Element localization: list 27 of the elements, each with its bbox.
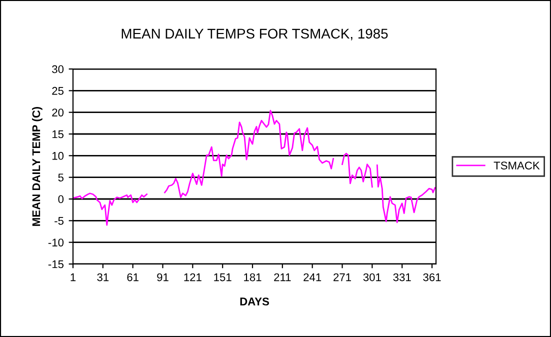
y-tick-label: -15 <box>48 260 64 268</box>
x-tick-label: 61 <box>127 273 138 282</box>
x-axis-title: DAYS <box>240 298 269 306</box>
x-tick-label: 211 <box>274 273 291 282</box>
y-tick-label: 30 <box>52 65 64 74</box>
y-tick-label: 20 <box>52 108 64 116</box>
x-tick-label: 271 <box>334 273 351 282</box>
y-tick-label: 25 <box>52 86 64 95</box>
y-tick-label: -10 <box>48 238 64 246</box>
x-tick-label: 181 <box>244 273 262 282</box>
y-axis-title: MEAN DAILY TEMP (C) <box>32 106 42 226</box>
y-tick-label: -5 <box>54 217 64 225</box>
x-tick-label: 301 <box>363 273 381 282</box>
x-tick-label: 91 <box>157 273 168 282</box>
chart-title: MEAN DAILY TEMPS FOR TSMACK, 1985 <box>122 28 388 40</box>
x-tick-label: 331 <box>393 273 411 282</box>
x-tick-label: 31 <box>97 273 109 282</box>
y-tick-label: 0 <box>58 195 64 204</box>
y-tick-label: 15 <box>52 130 64 138</box>
x-tick-label: 151 <box>214 273 232 282</box>
legend-label: TSMACK <box>494 162 540 170</box>
y-tick-label: 5 <box>58 174 64 182</box>
x-tick-label: 121 <box>184 273 202 282</box>
x-tick-label: 241 <box>304 273 322 282</box>
x-tick-label: 1 <box>70 273 76 282</box>
x-tick-label: 361 <box>423 273 441 282</box>
y-tick-label: 10 <box>52 152 64 160</box>
